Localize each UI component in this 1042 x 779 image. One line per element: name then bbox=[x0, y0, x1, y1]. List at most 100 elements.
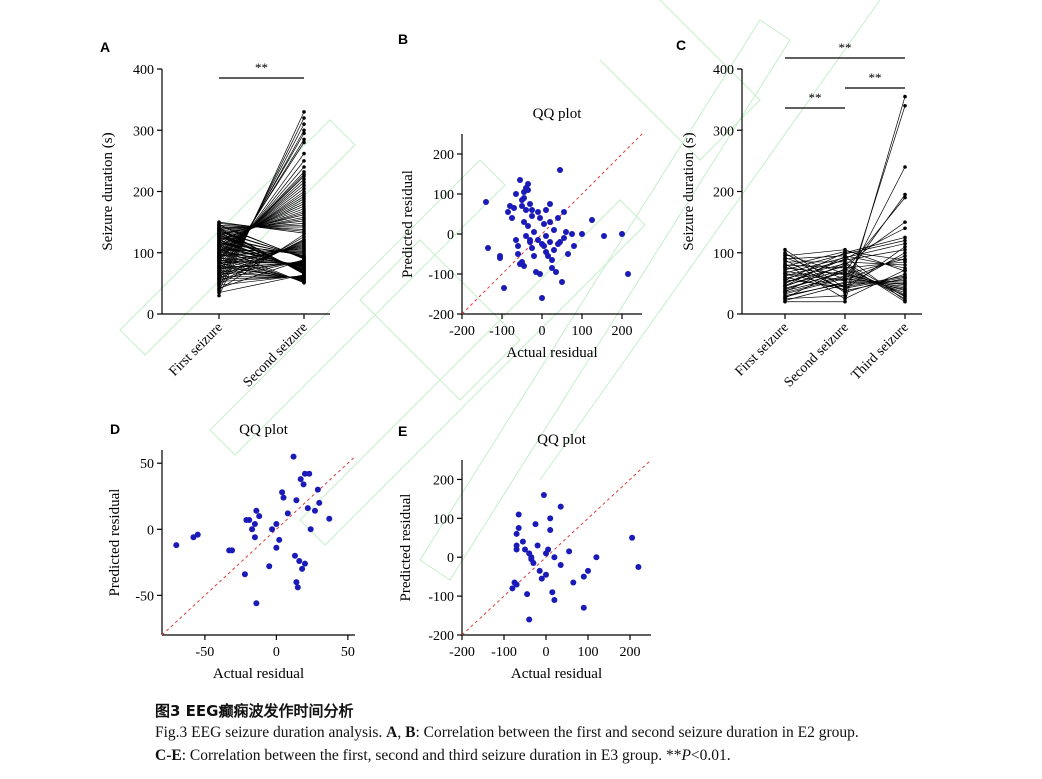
data-point bbox=[217, 255, 221, 259]
scatter-point bbox=[251, 521, 258, 527]
scatter-point bbox=[563, 229, 569, 235]
scatter-point bbox=[290, 453, 297, 460]
subject-line bbox=[218, 188, 305, 254]
subject-line bbox=[218, 214, 305, 236]
scatter-point bbox=[525, 187, 531, 193]
data-point bbox=[217, 293, 221, 298]
x-tick-label: 100 bbox=[572, 324, 593, 339]
y-tick-label: 100 bbox=[433, 188, 454, 203]
data-point bbox=[302, 110, 306, 114]
data-point bbox=[217, 222, 221, 227]
significance-label: ** bbox=[869, 70, 882, 85]
data-point bbox=[783, 271, 787, 276]
scatter-point bbox=[524, 591, 531, 598]
scatter-point bbox=[557, 503, 564, 510]
y-tick-label: -100 bbox=[428, 268, 454, 283]
x-tick-label: First seizure bbox=[733, 320, 792, 379]
scatter-point bbox=[256, 513, 263, 520]
y-tick-label: 50 bbox=[140, 457, 154, 472]
scatter-point bbox=[241, 571, 248, 578]
panel-a: A 0 100 200 300 400 Seizure duration (s) First … bbox=[100, 39, 330, 390]
scatter-point bbox=[593, 554, 600, 561]
chart-title: QQ plot bbox=[533, 106, 583, 122]
scatter-point bbox=[527, 239, 533, 245]
scatter-point bbox=[580, 604, 587, 611]
y-tick-label: 100 bbox=[133, 247, 154, 262]
scatter-point bbox=[505, 209, 511, 215]
caption-line-1: Fig.3 EEG seizure duration analysis. A, … bbox=[155, 724, 859, 742]
y-tick-label: 0 bbox=[447, 551, 454, 566]
scatter-point bbox=[551, 597, 558, 603]
scatter-point bbox=[521, 219, 527, 225]
scatter-point bbox=[301, 470, 308, 477]
x-tick-label: 0 bbox=[543, 645, 550, 660]
scatter-point bbox=[190, 534, 197, 541]
scatter-point bbox=[284, 510, 291, 517]
scatter-point bbox=[557, 239, 563, 245]
data-point bbox=[302, 280, 306, 285]
scatter-point bbox=[509, 215, 515, 221]
y-axis-label: Predicted residual bbox=[400, 170, 416, 278]
scatter-point bbox=[543, 571, 549, 578]
data-point bbox=[903, 247, 907, 252]
data-point bbox=[843, 254, 847, 259]
scatter-point bbox=[531, 229, 537, 235]
scatter-point bbox=[551, 227, 557, 233]
chart-title: QQ plot bbox=[537, 432, 587, 448]
data-point bbox=[843, 266, 847, 271]
data-point bbox=[217, 251, 221, 256]
y-tick-label: -100 bbox=[428, 590, 454, 605]
scatter-point bbox=[535, 237, 541, 243]
panel-letter: B bbox=[398, 31, 408, 47]
data-point bbox=[783, 261, 787, 266]
y-tick-label: 400 bbox=[133, 63, 154, 78]
y-tick-label: 100 bbox=[433, 512, 454, 527]
data-point bbox=[903, 103, 907, 108]
y-tick-label: 300 bbox=[133, 124, 154, 139]
x-tick-label: Second seizure bbox=[782, 320, 852, 390]
data-point bbox=[903, 280, 907, 284]
scatter-point bbox=[511, 205, 517, 211]
data-point bbox=[302, 177, 306, 182]
y-tick-label: 0 bbox=[727, 308, 734, 323]
scatter-point bbox=[547, 527, 554, 533]
data-point bbox=[302, 137, 306, 142]
scatter-point bbox=[525, 181, 531, 187]
scatter-point bbox=[551, 554, 558, 561]
scatter-point bbox=[296, 558, 303, 564]
data-point bbox=[302, 151, 306, 156]
scatter-point bbox=[559, 279, 565, 285]
scatter-point bbox=[545, 546, 552, 553]
data-point bbox=[903, 235, 907, 240]
caption-line-1-part: B bbox=[405, 724, 416, 741]
watermark bbox=[119, 0, 881, 581]
scatter-point bbox=[300, 481, 307, 488]
x-tick-label: -50 bbox=[196, 645, 215, 660]
scatter-point bbox=[601, 233, 607, 239]
scatter-point bbox=[531, 253, 537, 259]
scatter-point bbox=[522, 546, 528, 553]
y-axis-label: Seizure duration (s) bbox=[681, 132, 697, 250]
data-point bbox=[903, 165, 907, 169]
scatter-point bbox=[173, 542, 180, 549]
x-axis-label: Actual residual bbox=[506, 345, 597, 361]
scatter-point bbox=[540, 492, 547, 498]
panel-e: E -200 -100 0 100 200 Predicted residual -200 -1… bbox=[398, 423, 652, 682]
scatter-point bbox=[529, 207, 535, 213]
y-tick-label: -200 bbox=[428, 308, 454, 323]
scatter-point bbox=[625, 271, 631, 277]
data-point bbox=[903, 295, 907, 299]
data-point bbox=[302, 174, 306, 178]
scatter-point bbox=[547, 515, 554, 522]
subject-line bbox=[218, 182, 305, 257]
y-tick-label: 200 bbox=[133, 186, 154, 201]
scatter-point bbox=[273, 544, 280, 551]
data-point bbox=[903, 220, 907, 224]
scatter-point bbox=[280, 494, 287, 501]
subject-line bbox=[218, 221, 305, 234]
scatter-point bbox=[580, 573, 587, 580]
scatter-point bbox=[513, 530, 520, 537]
scatter-point bbox=[569, 231, 575, 237]
subject-line bbox=[218, 142, 305, 275]
subject-line bbox=[218, 153, 305, 272]
